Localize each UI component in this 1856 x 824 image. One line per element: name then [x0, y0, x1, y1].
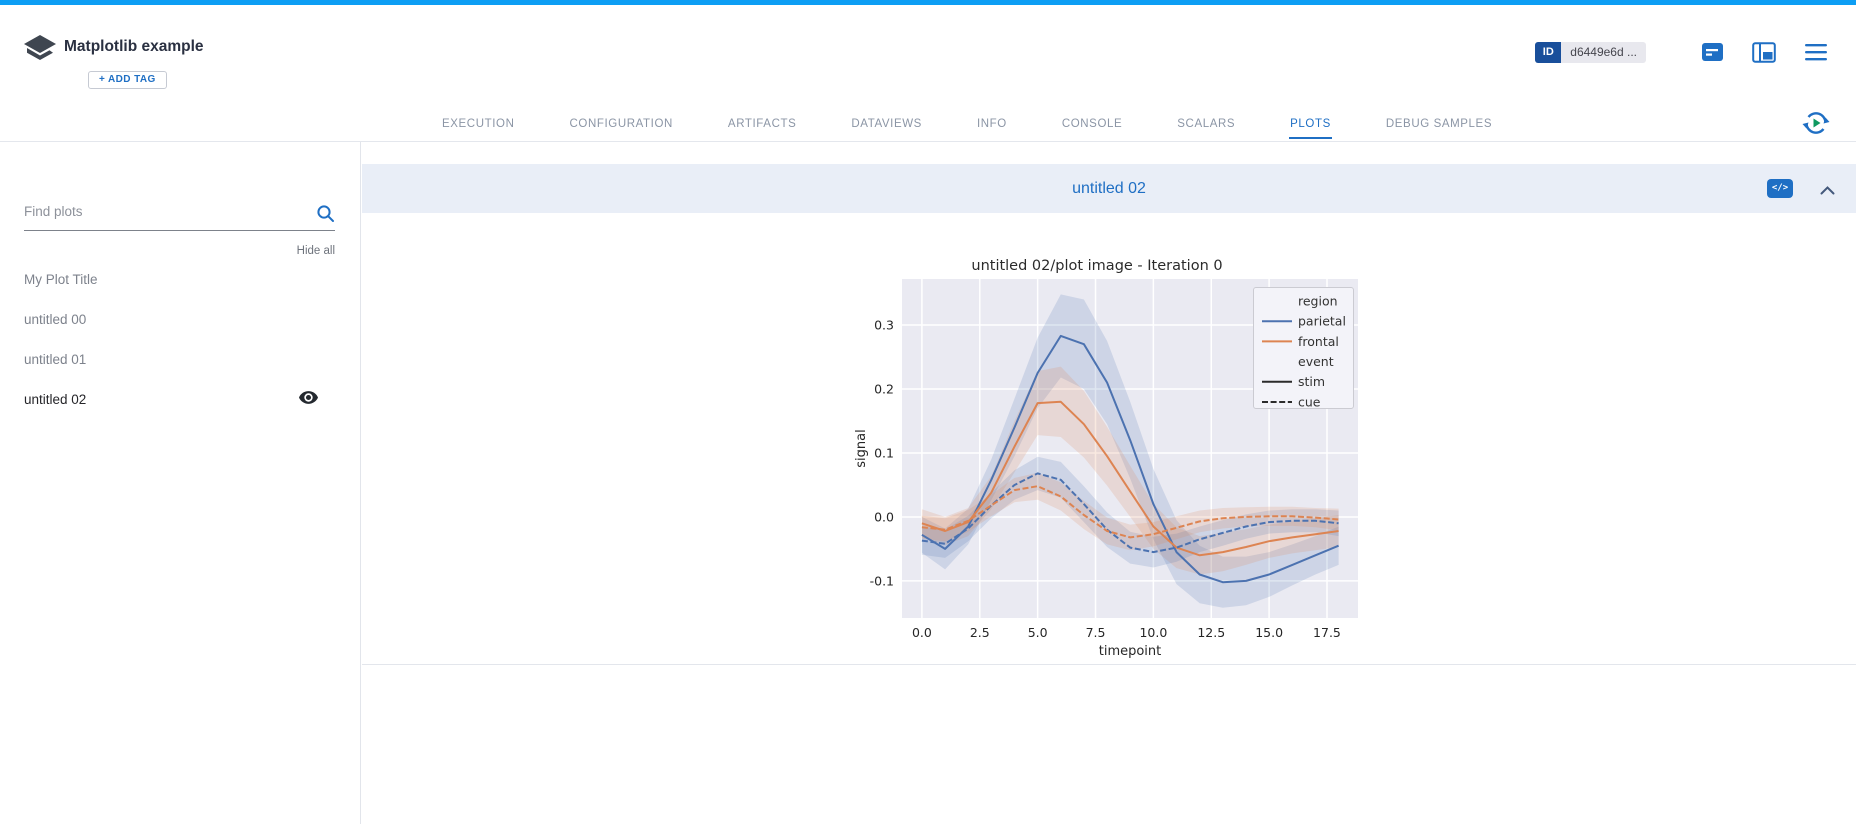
- svg-text:12.5: 12.5: [1197, 625, 1225, 640]
- plot-panel-title: untitled 02: [1072, 180, 1146, 197]
- plot-item-label: untitled 00: [24, 311, 87, 327]
- svg-text:-0.1: -0.1: [870, 573, 894, 588]
- tab-plots[interactable]: PLOTS: [1289, 109, 1332, 139]
- svg-text:2.5: 2.5: [970, 625, 990, 640]
- add-tag-button[interactable]: + ADD TAG: [88, 71, 176, 89]
- panel-divider: [362, 664, 1856, 665]
- svg-text:region: region: [1298, 293, 1338, 308]
- svg-text:cue: cue: [1298, 394, 1321, 409]
- tab-bar: EXECUTION CONFIGURATION ARTIFACTS DATAVIEWS…: [441, 109, 1493, 146]
- svg-text:0.2: 0.2: [874, 381, 894, 396]
- tab-scalars[interactable]: SCALARS: [1177, 118, 1236, 130]
- tab-execution[interactable]: EXECUTION: [442, 118, 515, 130]
- plots-sidebar: Hide all My Plot Title untitled 00 untitle…: [0, 142, 361, 824]
- hide-all-link[interactable]: Hide all: [296, 245, 335, 257]
- plot-item-label: untitled 02: [24, 391, 87, 407]
- svg-text:frontal: frontal: [1298, 334, 1339, 349]
- svg-text:stim: stim: [1298, 374, 1325, 389]
- svg-text:10.0: 10.0: [1139, 625, 1167, 640]
- fmri-line-chart: untitled 02/plot image - Iteration 0 0.0 2…: [854, 258, 1358, 659]
- menu-icon[interactable]: [1804, 41, 1828, 63]
- plot-list-item-my-plot-title[interactable]: My Plot Title: [0, 259, 360, 299]
- tab-console[interactable]: CONSOLE: [1061, 118, 1123, 130]
- search-input[interactable]: [24, 200, 314, 219]
- id-label: ID: [1535, 41, 1562, 63]
- svg-text:0.0: 0.0: [912, 625, 932, 640]
- tab-artifacts[interactable]: ARTIFACTS: [727, 118, 797, 130]
- svg-text:signal: signal: [854, 429, 869, 467]
- plots-main-area: untitled 02 </> untitled 02/plot image -…: [362, 142, 1856, 824]
- app-header: Matplotlib example + ADD TAG ID d6449e6d…: [0, 5, 1856, 142]
- svg-text:untitled 02/plot image - Itera: untitled 02/plot image - Iteration 0: [971, 258, 1222, 274]
- svg-text:5.0: 5.0: [1028, 625, 1048, 640]
- plot-list-item-untitled-01[interactable]: untitled 01: [0, 339, 360, 379]
- description-icon[interactable]: [1700, 41, 1724, 63]
- collapse-caret-icon[interactable]: [1820, 182, 1835, 200]
- search-icon[interactable]: [316, 204, 335, 228]
- plot-list-item-untitled-02[interactable]: untitled 02: [0, 379, 360, 419]
- plot-item-label: My Plot Title: [24, 271, 98, 287]
- svg-text:0.1: 0.1: [874, 445, 894, 460]
- experiment-id-badge: ID d6449e6d ...: [1535, 41, 1646, 63]
- page-title: Matplotlib example: [64, 38, 204, 55]
- tab-info[interactable]: INFO: [976, 118, 1007, 130]
- search-field: [24, 200, 335, 231]
- embed-code-button[interactable]: </>: [1767, 179, 1793, 198]
- svg-text:0.0: 0.0: [874, 509, 894, 524]
- plot-item-label: untitled 01: [24, 351, 87, 367]
- plot-list-item-untitled-00[interactable]: untitled 00: [0, 299, 360, 339]
- tab-configuration[interactable]: CONFIGURATION: [569, 118, 673, 130]
- id-value[interactable]: d6449e6d ...: [1561, 41, 1646, 63]
- add-tag-label: + ADD TAG: [99, 74, 156, 85]
- svg-text:event: event: [1298, 354, 1334, 369]
- svg-text:15.0: 15.0: [1255, 625, 1283, 640]
- svg-text:0.3: 0.3: [874, 317, 894, 332]
- add-tag-tail: [158, 72, 176, 89]
- svg-text:parietal: parietal: [1298, 314, 1346, 329]
- svg-text:7.5: 7.5: [1086, 625, 1106, 640]
- eye-icon[interactable]: [299, 391, 318, 407]
- plot-panel-header: untitled 02 </>: [362, 164, 1856, 213]
- tab-debug-samples[interactable]: DEBUG SAMPLES: [1385, 118, 1493, 130]
- auto-refresh-icon[interactable]: [1801, 108, 1833, 140]
- experiment-icon: [23, 34, 57, 70]
- plot-list: My Plot Title untitled 00 untitled 01 untit…: [0, 259, 360, 419]
- tab-dataviews[interactable]: DATAVIEWS: [851, 118, 922, 130]
- svg-text:17.5: 17.5: [1313, 625, 1341, 640]
- svg-text:timepoint: timepoint: [1099, 644, 1162, 659]
- layout-panel-icon[interactable]: [1752, 41, 1776, 63]
